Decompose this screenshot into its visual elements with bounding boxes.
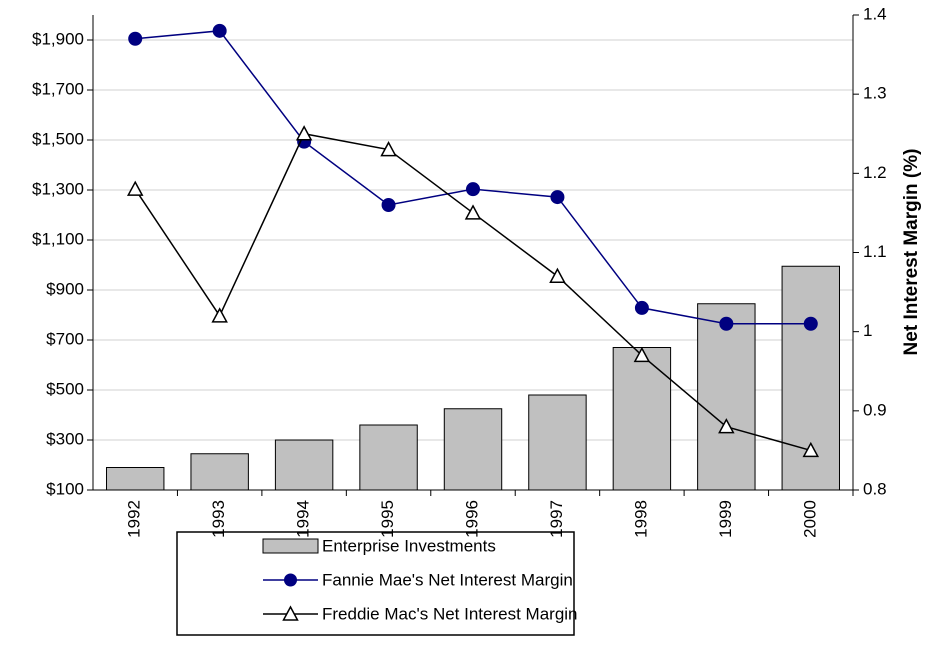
y-tick-label: $1,900 (32, 29, 84, 48)
marker (212, 23, 227, 38)
legend-label: Enterprise Investments (322, 536, 496, 555)
y2-tick-label: 1.3 (863, 84, 887, 103)
legend-label: Fannie Mae's Net Interest Margin (322, 570, 573, 589)
marker (211, 307, 228, 323)
y-tick-label: $900 (46, 279, 84, 298)
x-tick-label: 1993 (209, 500, 228, 538)
y-tick-label: $500 (46, 379, 84, 398)
bar (274, 439, 334, 491)
y-tick-label: $300 (46, 429, 84, 448)
bar (697, 303, 756, 491)
x-tick-label: 1994 (294, 500, 313, 538)
legend-marker (282, 605, 299, 621)
x-tick-label: 1996 (462, 500, 481, 538)
y-tick-label: $100 (46, 479, 84, 498)
marker (466, 182, 480, 197)
y-tick-label: $1,500 (32, 129, 84, 148)
marker (719, 316, 734, 331)
legend-swatch (262, 538, 319, 554)
y2-tick-label: 1.2 (863, 163, 887, 182)
y2-tick-label: 0.8 (863, 479, 887, 498)
x-tick-label: 1995 (378, 500, 397, 538)
y2-tick-label: 0.9 (863, 400, 887, 419)
x-tick-label: 1997 (547, 500, 566, 538)
marker (126, 180, 144, 196)
y2-tick-label: 1 (863, 321, 872, 340)
marker (464, 204, 482, 220)
y-tick-label: $1,700 (32, 79, 84, 98)
marker (634, 300, 649, 315)
marker (802, 441, 820, 458)
x-tick-label: 1999 (716, 500, 735, 538)
x-tick-label: 1998 (631, 500, 650, 538)
bar (190, 453, 249, 491)
y2-tick-label: 1.1 (863, 242, 887, 261)
y2-axis-title: Net Interest Margin (%) (901, 149, 922, 356)
bar (528, 394, 587, 491)
y2-tick-label: 1.4 (863, 4, 887, 23)
y-tick-label: $1,300 (32, 179, 84, 198)
bar (359, 424, 418, 491)
marker (128, 31, 143, 46)
y-tick-label: $1,100 (32, 229, 84, 248)
marker (381, 198, 396, 212)
legend-box (176, 531, 575, 636)
marker (633, 346, 651, 363)
bar (612, 347, 672, 491)
legend-marker (284, 573, 297, 587)
marker (718, 418, 735, 434)
marker (803, 316, 818, 331)
x-tick-label: 2000 (800, 500, 819, 538)
marker (550, 190, 565, 205)
y-tick-label: $700 (46, 329, 84, 348)
marker (380, 141, 397, 157)
bar (106, 467, 165, 491)
bar (443, 408, 503, 491)
x-tick-label: 1992 (125, 500, 144, 538)
legend-label: Freddie Mac's Net Interest Margin (322, 604, 578, 623)
marker (295, 125, 313, 141)
marker (549, 267, 566, 283)
